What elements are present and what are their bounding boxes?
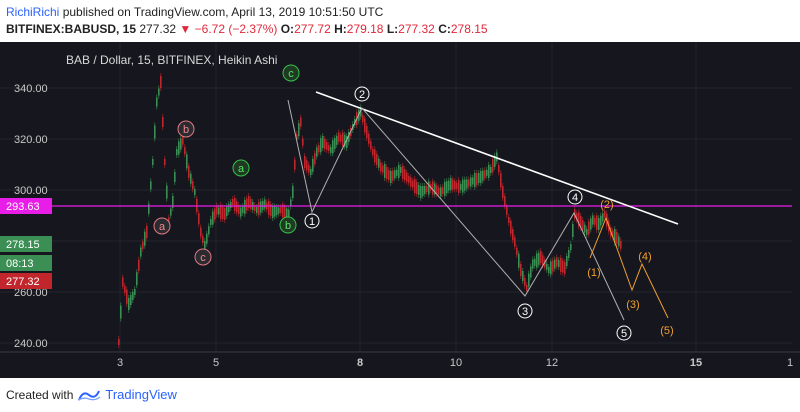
price-tick: 300.00 — [14, 185, 48, 197]
tradingview-brand-link[interactable]: TradingView — [105, 387, 177, 402]
down-arrow-icon: ▼ — [179, 22, 192, 36]
wave-1-marker — [304, 213, 320, 229]
price-tick: 320.00 — [14, 134, 48, 146]
close-price-value: 278.15 — [6, 239, 40, 251]
author-link[interactable]: RichiRichi — [6, 5, 60, 19]
level-price-value: 293.63 — [6, 201, 40, 213]
footer: Created with TradingView — [6, 386, 177, 404]
projection-2-label: (2) — [600, 199, 613, 211]
wave-a-green-marker — [232, 159, 250, 177]
price-chart[interactable]: BAB / Dollar, 15, BITFINEX, Heikin Ashi … — [0, 42, 800, 378]
wave-2-label: 2 — [359, 89, 365, 101]
projection-5-label: (5) — [660, 325, 673, 337]
time-tick: 10 — [450, 357, 462, 369]
time-tick: 5 — [213, 357, 219, 369]
wave-a-green-label: a — [238, 163, 245, 175]
wave-b-green-marker — [279, 216, 297, 234]
projection-wave-lines[interactable] — [589, 216, 669, 319]
wave-1-label: 1 — [309, 216, 315, 228]
trend-line[interactable] — [315, 91, 679, 225]
symbol-label: BITFINEX:BABUSD, 15 — [6, 22, 137, 36]
symbol-line: BITFINEX:BABUSD, 15 277.32 ▼ −6.72 (−2.3… — [6, 21, 488, 37]
tradingview-logo-icon — [78, 390, 101, 401]
wave-c-red-marker — [194, 248, 212, 266]
wave-c-red-label: c — [200, 252, 206, 264]
low-label: L: — [386, 22, 399, 36]
countdown-box — [0, 255, 52, 271]
wave-4-marker — [567, 189, 583, 205]
wave-4-label: 4 — [572, 192, 578, 204]
close-value: 278.15 — [450, 22, 488, 36]
low-value: 277.32 — [398, 22, 435, 36]
high-label: H: — [334, 22, 347, 36]
last-price: 277.32 — [139, 22, 177, 36]
published-text: published on TradingView.com, April 13, … — [62, 5, 384, 19]
elliott-wave-lines[interactable] — [287, 99, 625, 321]
projection-4-label: (4) — [638, 251, 651, 263]
projection-3-label: (3) — [626, 299, 639, 311]
time-tick: 12 — [546, 357, 558, 369]
time-tick: 8 — [357, 357, 363, 369]
wave-3-label: 3 — [522, 306, 528, 318]
publish-info: RichiRichi published on TradingView.com,… — [6, 4, 383, 20]
wave-b-red-marker — [177, 120, 195, 138]
time-tick: 3 — [117, 357, 123, 369]
projection-1-label: (1) — [587, 267, 600, 279]
open-label: O: — [280, 22, 295, 36]
close-label: C: — [438, 22, 451, 36]
price-tick: 340.00 — [14, 83, 48, 95]
wave-a-red-label: a — [159, 221, 166, 233]
close-price-box — [0, 236, 52, 252]
high-value: 279.18 — [346, 22, 384, 36]
wave-5-label: 5 — [621, 328, 627, 340]
wave-c-green-marker — [282, 64, 300, 82]
price-tick: 240.00 — [14, 338, 48, 350]
wave-3-marker — [517, 303, 533, 319]
wave-a-red-marker — [153, 217, 171, 235]
chart-title: BAB / Dollar, 15, BITFINEX, Heikin Ashi — [66, 53, 277, 67]
wave-b-red-label: b — [183, 124, 189, 136]
price-tick: 260.00 — [14, 287, 48, 299]
open-value: 277.72 — [294, 22, 331, 36]
wave-2-marker — [354, 86, 370, 102]
level-price-box — [0, 198, 52, 214]
time-tick: 15 — [690, 357, 702, 369]
countdown-value: 08:13 — [6, 258, 34, 270]
created-with-text: Created with — [6, 388, 74, 402]
price-change: −6.72 (−2.37%) — [194, 22, 278, 36]
last-price-box — [0, 273, 52, 289]
chart-background — [0, 42, 800, 378]
wave-5-marker — [616, 325, 632, 341]
last-price-value: 277.32 — [6, 276, 40, 288]
wave-c-green-label: c — [288, 68, 294, 80]
time-tick: 1 — [787, 357, 793, 369]
wave-b-green-label: b — [285, 220, 291, 232]
